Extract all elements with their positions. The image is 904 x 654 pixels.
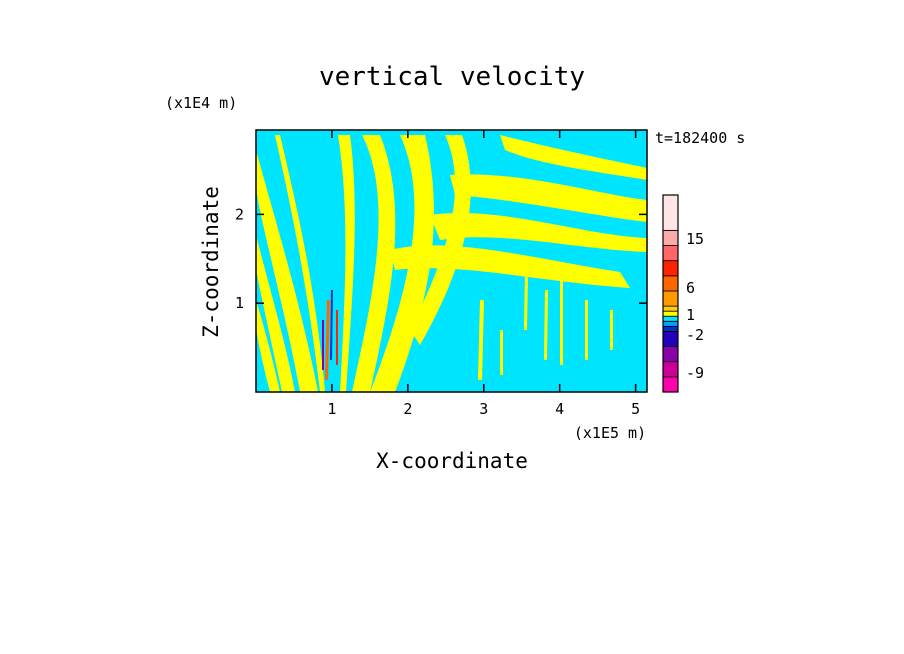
x-unit-label: (x1E5 m): [574, 424, 646, 442]
colorbar-segment: [662, 290, 679, 307]
colorbar-label: 15: [686, 230, 704, 248]
y-axis-label: Z-coordinate: [199, 186, 223, 338]
colorbar-segment: [662, 260, 679, 277]
x-tick-label: 5: [631, 400, 640, 418]
colorbar-segment: [662, 310, 679, 317]
x-tick-label: 2: [403, 400, 412, 418]
y-tick-label: 1: [235, 294, 244, 312]
colorbar: 15 6 1 -2 -9: [662, 194, 704, 393]
colorbar-segment: [662, 320, 679, 327]
colorbar-segment: [662, 315, 679, 322]
colorbar-segment: [662, 305, 679, 312]
x-axis: 1 2 3 4 5: [327, 130, 640, 418]
x-tick-label: 4: [555, 400, 564, 418]
velocity-field: [256, 130, 647, 392]
colorbar-segment: [662, 325, 679, 332]
colorbar-segment: [662, 330, 679, 347]
colorbar-label: 1: [686, 306, 695, 324]
y-axis: 12: [235, 205, 647, 312]
x-tick-label: 3: [479, 400, 488, 418]
x-tick-label: 1: [327, 400, 336, 418]
colorbar-segment: [662, 275, 679, 292]
colorbar-label: -9: [686, 364, 704, 382]
chart-title: vertical velocity: [319, 62, 585, 92]
time-label: t=182400 s: [655, 129, 745, 147]
colorbar-segment: [662, 229, 679, 246]
y-unit-label: (x1E4 m): [165, 94, 237, 112]
plot-frame: [255, 129, 648, 393]
colorbar-segment: [662, 346, 679, 363]
x-axis-label: X-coordinate: [376, 449, 528, 473]
colorbar-label: -2: [686, 326, 704, 344]
colorbar-segment: [662, 376, 679, 393]
y-tick-label: 2: [235, 205, 244, 223]
colorbar-segment: [662, 194, 679, 231]
colorbar-segment: [662, 245, 679, 262]
colorbar-label: 6: [686, 279, 695, 297]
colorbar-segment: [662, 361, 679, 378]
colorbar-frame: [662, 194, 679, 393]
